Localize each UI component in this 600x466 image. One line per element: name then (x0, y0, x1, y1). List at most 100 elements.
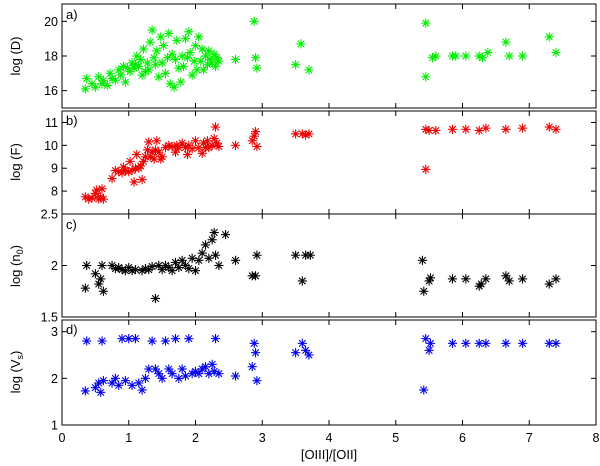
panel-d-point (130, 334, 141, 344)
panel-a-point (169, 82, 179, 92)
panel-a-point (178, 61, 189, 71)
x-tick-label: 3 (259, 431, 266, 445)
panel-b-point (447, 124, 458, 134)
panel-d-tag: d) (66, 322, 78, 337)
panel-a-point (160, 68, 171, 78)
panel-d-ylabel-end: ) (8, 351, 23, 355)
x-tick-label: 5 (392, 431, 399, 445)
panel-a-point (170, 54, 181, 65)
panel-a-point (421, 72, 431, 82)
panel-a-point (501, 37, 511, 47)
panel-c-point (305, 250, 315, 260)
panel-d-point (230, 371, 241, 381)
x-tick-label: 1 (125, 431, 132, 445)
panel-a-point (167, 49, 177, 59)
panel-c-point (291, 250, 301, 260)
panel-d-points (80, 334, 561, 397)
panel-b-point (87, 193, 97, 203)
panel-a-point (214, 56, 224, 66)
panel-a-point (149, 53, 159, 63)
panel-a-point (451, 51, 461, 61)
panel-d-yticks: 1 2 3 (51, 320, 597, 433)
panel-b-yticks: 8 9 10 11 (44, 111, 597, 214)
panel-b-ylabel: log (F) (8, 143, 23, 181)
panel-a-ytick-label: 16 (44, 84, 58, 98)
panel-c-point (214, 260, 224, 271)
panel-a-point (180, 34, 191, 44)
panel-b-point (291, 129, 301, 139)
panel-c-ylabel-end: ) (8, 245, 23, 249)
panel-a-point (291, 60, 301, 70)
panel-c-point (447, 274, 458, 284)
x-tick-label: 2 (192, 431, 199, 445)
panel-b-point (98, 194, 108, 204)
panel-b-point (107, 173, 117, 184)
panel-b-point (132, 149, 142, 160)
panel-a-point (120, 77, 131, 87)
panel-c-tag: c) (66, 217, 77, 232)
panel-a-point (147, 25, 157, 35)
panel-c-ytick-label: 1.5 (41, 311, 58, 325)
panel-b-ytick-label: 11 (45, 116, 58, 130)
panel-d-point (249, 338, 259, 348)
panel-d-point (517, 338, 528, 348)
panel-d: d) log (Vs) 1 2 3 (8, 319, 597, 433)
panel-a-point (252, 63, 262, 73)
panel-a-frame (61, 3, 597, 109)
panel-a-point (142, 58, 153, 68)
panel-d-point (80, 386, 90, 396)
panel-a-point (116, 70, 126, 80)
panel-b-point (129, 177, 139, 187)
panel-d-ytick-label: 1 (51, 419, 58, 433)
panel-b-point (474, 125, 484, 136)
panel-d-point (134, 378, 144, 388)
panel-a-point (138, 44, 149, 54)
panel-a-point (304, 65, 314, 75)
panel-c-point (197, 248, 207, 258)
panel-c-point (481, 274, 491, 284)
panel-c-point (220, 230, 231, 240)
panel-d-point (481, 338, 491, 348)
panel-c-point (544, 279, 554, 289)
panel-c-point (207, 235, 217, 245)
panel-b-ytick-label: 9 (51, 162, 58, 176)
panel-d-point (167, 369, 177, 379)
panel-d-point (461, 338, 471, 348)
panel-c-point (190, 266, 201, 276)
panel-d-point (98, 376, 108, 386)
panel-b-point (551, 124, 561, 134)
panel-d-ylabel-main: log (V (8, 359, 23, 393)
panel-a-point (90, 82, 100, 92)
panel-a-ylabel: log (D) (8, 36, 23, 75)
panel-b-point (157, 152, 167, 162)
panel-a-point (431, 51, 441, 61)
panel-c-point (80, 283, 90, 293)
panel-d-point (297, 338, 307, 348)
panel-c-point (417, 255, 428, 265)
panel-c-point (97, 260, 107, 271)
panel-a-point (461, 51, 471, 61)
x-tick-label: 7 (526, 431, 533, 445)
panel-d-point (174, 373, 184, 383)
panel-c-point (130, 265, 141, 275)
panel-a-point (190, 41, 201, 51)
panel-a-point (156, 32, 166, 42)
panel-a-point (152, 46, 162, 56)
panel-b-points (80, 122, 561, 204)
panel-a-point (200, 51, 211, 61)
panel-d-point (124, 334, 134, 344)
panel-a-point (198, 65, 209, 75)
panel-a-point (176, 77, 186, 87)
panel-a-point (517, 51, 528, 61)
panel-d-frame (61, 319, 597, 426)
x-axis-label: [OIII]/[OII] (301, 447, 357, 462)
panel-a-points (80, 16, 561, 94)
panel-b-point (250, 127, 261, 137)
panel-a-tag: a) (66, 7, 78, 22)
panel-c-point (194, 255, 204, 265)
panel-b-point (210, 122, 221, 132)
panel-d-point (301, 345, 311, 355)
panel-a-point (145, 37, 155, 47)
panel-d-ylabel: log (Vs) (8, 351, 25, 394)
